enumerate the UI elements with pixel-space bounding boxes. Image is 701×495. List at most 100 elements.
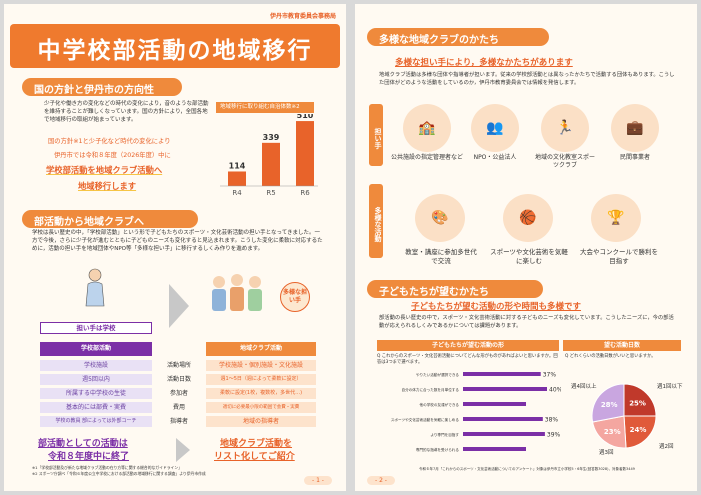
sports-icon: 🏀 bbox=[503, 194, 553, 242]
form-survey-chart: やりたい活動が選択できる 37% 自分の体力に合った数を月単位する 40% 他の学校の友… bbox=[391, 372, 561, 453]
data-label: 114 bbox=[229, 161, 246, 170]
pie-slice bbox=[623, 415, 657, 449]
actor-caption: NPO・公益法人 bbox=[473, 154, 517, 161]
tick-label: R6 bbox=[300, 189, 310, 197]
col-header-club: 地域クラブ活動 bbox=[206, 342, 316, 356]
slice-label: 週3回 bbox=[599, 448, 614, 456]
survey-header-days: 望む活動日数 bbox=[563, 340, 681, 351]
side-label-actors: 担い手 bbox=[369, 104, 383, 166]
activity-caption: 教室・講座に参加多世代で交流 bbox=[405, 248, 477, 265]
category-label: 専門的な指導を受けられる bbox=[416, 447, 460, 452]
bar bbox=[228, 171, 246, 186]
bar bbox=[296, 121, 314, 186]
chevron-right-icon bbox=[169, 284, 189, 328]
section-children-wish: 子どもたちが望むかたち bbox=[367, 280, 543, 298]
section-policy: 国の方針と伊丹市の方向性 bbox=[22, 78, 182, 96]
row-right: 地域の指導者 bbox=[206, 416, 316, 427]
business-icon: 💼 bbox=[611, 104, 659, 152]
actor-caption: 民間事業者 bbox=[619, 154, 650, 161]
data-label: 28% bbox=[601, 401, 618, 409]
class-icon: 🎨 bbox=[415, 194, 465, 242]
page-1: 伊丹市教育委員会事務局 中学校部活動の地域移行 国の方針と伊丹市の方向性 少子化… bbox=[4, 4, 346, 491]
row-label: 費用 bbox=[172, 404, 185, 411]
survey-source: 令和６年7月「これからのスポーツ・文化芸術活動についてのアンケート」対象は伊丹市… bbox=[419, 467, 635, 471]
end-left-2: 令和８年度中に終了 bbox=[48, 452, 130, 462]
section-club-forms: 多様な地域クラブのかたち bbox=[367, 28, 549, 46]
page-title bbox=[10, 24, 340, 68]
data-label: 25% bbox=[629, 399, 646, 407]
data-label: 24% bbox=[630, 426, 647, 434]
pie-slice bbox=[591, 415, 627, 449]
end-right-1: 地域クラブ活動を bbox=[220, 439, 293, 449]
lead-3: 学校部活動を地域クラブ活動へ bbox=[46, 165, 163, 175]
bar bbox=[463, 387, 547, 391]
activity-caption: スポーツや文化芸術を気軽に楽しむ bbox=[490, 248, 568, 265]
row-right: 柔軟に設定(1校，複数校，多世代…) bbox=[206, 388, 316, 399]
group-icon: 👥 bbox=[471, 104, 519, 152]
studio-icon: 🏃 bbox=[541, 104, 589, 152]
row-label: 活動日数 bbox=[166, 376, 191, 383]
pie-slice bbox=[623, 383, 657, 417]
end-left-1: 部活動としての活動は bbox=[38, 439, 128, 449]
category-label: やりたい活動が選択できる bbox=[416, 372, 459, 377]
children-body: 部活動の長い歴史の中で，スポーツ・文化芸術活動に対する子どものニーズも変化してい… bbox=[379, 315, 674, 329]
bar bbox=[463, 417, 543, 421]
club-body: 学校は長い歴史の中，「学校部活動」という形で子どもたちのスポーツ・文化芸術活動の… bbox=[32, 230, 323, 252]
pie-slice bbox=[591, 383, 625, 423]
group-people-icon bbox=[209, 272, 279, 312]
slice-label: 週2回 bbox=[659, 442, 674, 450]
data-label: 38% bbox=[545, 417, 559, 424]
col-header-school: 学校部活動 bbox=[40, 342, 152, 356]
data-label: 39% bbox=[547, 432, 561, 439]
row-right: 適切に必要最小限の範囲で会費・実費 bbox=[206, 402, 316, 413]
chevron-right-icon bbox=[176, 438, 190, 462]
building-icon: 🏫 bbox=[403, 104, 451, 152]
data-label: 40% bbox=[549, 387, 561, 394]
page-title-text: 中学校部活動の地域移行 bbox=[37, 38, 313, 64]
row-label: 活動場所 bbox=[166, 362, 191, 369]
section-club: 部活動から地域クラブへ bbox=[22, 210, 198, 228]
days-pie-chart: 25% 週1回以下 24% 週2回 23% 週3回 28% 週4回以上 bbox=[571, 382, 683, 456]
forms-body: 地域クラブ活動は多様な団体や指導者が担います。従来の学校部活動とは異なったかたち… bbox=[379, 72, 675, 86]
footnote-1: ※1「学校部活動及び新たな地域クラブ活動の在り方等に関する総合的なガイドライン」 bbox=[32, 465, 182, 470]
row-left: 学校の教員 部によっては外部コーチ bbox=[40, 416, 152, 427]
data-label: 510 bbox=[297, 114, 314, 120]
survey-question-1: Q これからのスポーツ・文化芸術活動についてどんな形がものがあればよいと思います… bbox=[377, 354, 558, 365]
tick-label: R4 bbox=[232, 189, 242, 197]
end-right-2: リスト化してご紹介 bbox=[214, 452, 295, 462]
row-label: 参加者 bbox=[169, 390, 188, 397]
side-label-activities: 多様な活動 bbox=[369, 184, 383, 258]
children-headline: 子どもたちが望む活動の形や時間も多様です bbox=[411, 302, 582, 312]
row-right: 学校施設・個別施設・文化施設 bbox=[206, 360, 316, 371]
bar bbox=[262, 142, 280, 186]
office-name: 伊丹市教育委員会事務局 bbox=[269, 13, 336, 20]
category-label: より専門を目指す bbox=[430, 432, 459, 437]
data-label: 37% bbox=[543, 372, 557, 379]
tick-label: R5 bbox=[266, 189, 275, 197]
row-left: 週5回以内 bbox=[40, 374, 152, 385]
badge-school: 担い手は学校 bbox=[40, 322, 152, 334]
lead-1: 国の方針※1と少子化など時代の変化により bbox=[48, 138, 171, 145]
survey-question-2: Q どれくらいの活動日数がいいと思いますか。 bbox=[565, 354, 656, 359]
municipality-chart: 114 R4 339 R5 510 R6 bbox=[220, 114, 318, 197]
row-left: 基本的には部費・実費 bbox=[40, 402, 152, 413]
row-label: 指導者 bbox=[169, 418, 188, 425]
slice-label: 週1回以下 bbox=[657, 382, 683, 390]
actor-caption: 公共施設の指定管理者など bbox=[390, 154, 463, 161]
page-2: 多様な地域クラブのかたち 多様な担い手により，多様なかたちがあります 地域クラブ… bbox=[355, 4, 697, 491]
bar bbox=[463, 372, 541, 376]
bar bbox=[463, 402, 526, 406]
category-label: 自分の体力に合った数を月単位する bbox=[402, 387, 460, 392]
actor-caption: 地域の文化教室スポーツクラブ bbox=[534, 154, 595, 169]
data-label: 339 bbox=[263, 133, 280, 142]
trophy-icon: 🏆 bbox=[591, 194, 641, 242]
badge-diverse: 多様な担い手 bbox=[280, 282, 310, 312]
data-label: 23% bbox=[604, 428, 621, 436]
bar bbox=[463, 432, 545, 436]
category-label: 他の学校の友達ができる bbox=[420, 402, 460, 407]
row-left: 学校施設 bbox=[40, 360, 152, 371]
row-left: 所属する中学校の生徒 bbox=[40, 388, 152, 399]
slice-label: 週4回以上 bbox=[571, 382, 597, 390]
lead-4: 地域移行します bbox=[78, 181, 137, 191]
activity-caption: 大会やコンクールで勝利を目指す bbox=[580, 248, 658, 265]
